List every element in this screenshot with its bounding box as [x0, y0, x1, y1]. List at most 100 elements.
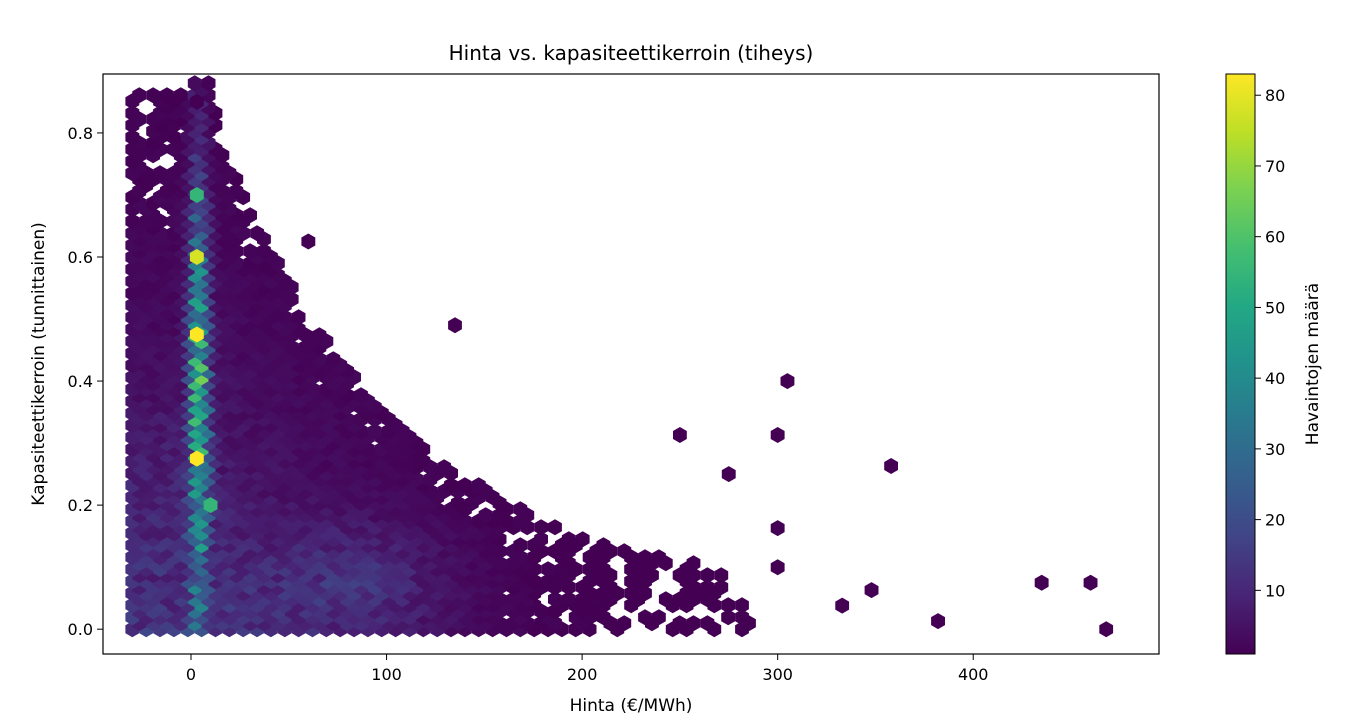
hexbin-cell	[651, 549, 666, 566]
x-axis-ticks: 0 100 200 300 400	[186, 654, 989, 684]
hexbin-cell	[721, 466, 736, 483]
hexbin-cell	[1099, 621, 1114, 638]
hexbin-cell	[301, 233, 316, 250]
hexbin-cell	[548, 591, 562, 608]
hexbin-cell	[561, 531, 576, 548]
colorbar-tick-label: 30	[1265, 440, 1285, 459]
hexbin-cell	[617, 543, 632, 560]
hexbin-cell	[458, 477, 472, 494]
hexbin-cell	[714, 579, 729, 596]
x-tick-label: 300	[762, 665, 793, 684]
hexbin-cell	[735, 609, 749, 626]
hexbin-cell	[451, 495, 465, 512]
x-tick-label: 200	[567, 665, 598, 684]
y-tick-label: 0.2	[68, 496, 93, 515]
hexbin-cell	[326, 351, 341, 368]
hexbin-cell	[189, 249, 204, 265]
hexbin-cell	[153, 165, 167, 182]
hexbin-cell	[250, 225, 264, 242]
hexbin-cell	[541, 561, 555, 578]
hexbin-cell	[1083, 574, 1098, 591]
hexbin-cell	[931, 613, 945, 630]
hexbin-cell	[835, 597, 850, 614]
hexbin-cell	[638, 609, 652, 626]
hexbin-cell	[125, 129, 140, 146]
hexbin-cell	[437, 459, 451, 476]
colorbar-tick-label: 20	[1265, 511, 1285, 530]
hexbin-cell	[243, 207, 257, 224]
hexbin-cell	[534, 519, 548, 536]
plot-frame	[102, 73, 1160, 655]
hexbin-cell	[513, 501, 528, 518]
hexbin-cell	[187, 75, 202, 92]
hexbin-cell	[721, 597, 736, 614]
hexbin-cell	[673, 427, 687, 443]
hexbin-cell	[229, 183, 244, 200]
hexbin-cell	[884, 458, 898, 474]
hexbin-cells	[125, 75, 1114, 638]
hexbin-cell	[189, 326, 204, 343]
hexbin-cell	[189, 187, 204, 203]
colorbar-ticks: 10 20 30 40 50 60 70 80	[1255, 86, 1285, 600]
hexbin-cell	[780, 373, 795, 390]
hexbin-cell	[471, 477, 486, 494]
hexbin-cell	[201, 75, 216, 92]
chart-title: Hinta vs. kapasiteettikerroin (tiheys)	[449, 41, 814, 65]
hexbin-cell	[638, 549, 652, 566]
colorbar-tick-label: 40	[1265, 369, 1285, 388]
hexbin-cell	[132, 87, 147, 104]
hexbin-cell	[714, 567, 729, 584]
hexbin-cell	[534, 531, 548, 548]
hexbin-cell	[686, 555, 701, 572]
hexbin-cell	[312, 327, 327, 344]
hexbin-cell	[291, 309, 306, 326]
x-tick-label: 400	[958, 665, 989, 684]
hexbin-cell	[658, 591, 673, 608]
colorbar-tick-label: 80	[1265, 86, 1285, 105]
hexbin-cell	[513, 537, 528, 554]
x-axis-label: Hinta (€/MWh)	[570, 696, 693, 716]
y-tick-label: 0.0	[68, 620, 93, 639]
x-tick-label: 0	[186, 665, 196, 684]
hexbin-cell	[189, 93, 204, 110]
colorbar-tick-label: 60	[1265, 228, 1285, 247]
y-axis-label: Kapasiteettikerroin (tunnittainen)	[29, 222, 49, 505]
hexbin-cell	[125, 105, 140, 122]
hexbin-cell	[548, 519, 562, 536]
hexbin-cell	[257, 243, 271, 260]
hexbin-cell	[735, 597, 749, 614]
hexbin-cell	[354, 387, 368, 404]
hexbin-cell	[617, 615, 632, 632]
y-tick-label: 0.6	[68, 248, 93, 267]
hexbin-cell	[651, 609, 666, 626]
colorbar	[1225, 73, 1256, 655]
y-tick-label: 0.4	[68, 372, 93, 391]
hexbin-cell	[444, 477, 458, 494]
hexbin-cell	[770, 520, 785, 537]
hexbin-cell	[146, 87, 160, 104]
x-tick-label: 100	[371, 665, 402, 684]
hexbin-cell	[770, 559, 785, 576]
y-tick-label: 0.8	[68, 124, 93, 143]
hexbin-cell	[1034, 574, 1049, 591]
hexbin-cell	[700, 615, 715, 632]
hexbin-cell	[575, 531, 590, 548]
hexbin-cell	[596, 537, 611, 554]
hexbin-cell	[243, 243, 257, 260]
hexbin-cell	[173, 87, 188, 104]
hexbin-cell	[700, 579, 715, 596]
colorbar-tick-label: 50	[1265, 298, 1285, 317]
hexbin-cell	[448, 317, 462, 334]
colorbar-tick-label: 10	[1265, 581, 1285, 600]
hexbin-cell	[478, 507, 493, 524]
hexbin-cell	[700, 567, 715, 584]
hexbin-cell	[721, 609, 736, 626]
hexbin-cell	[561, 591, 576, 608]
hexbin-cell	[367, 423, 382, 440]
hexbin-cell	[686, 615, 701, 632]
hexbin-cell	[189, 450, 204, 467]
hexbin-cell	[864, 582, 879, 599]
hexbin-cell	[770, 427, 785, 443]
hexbin-cell	[203, 497, 218, 514]
